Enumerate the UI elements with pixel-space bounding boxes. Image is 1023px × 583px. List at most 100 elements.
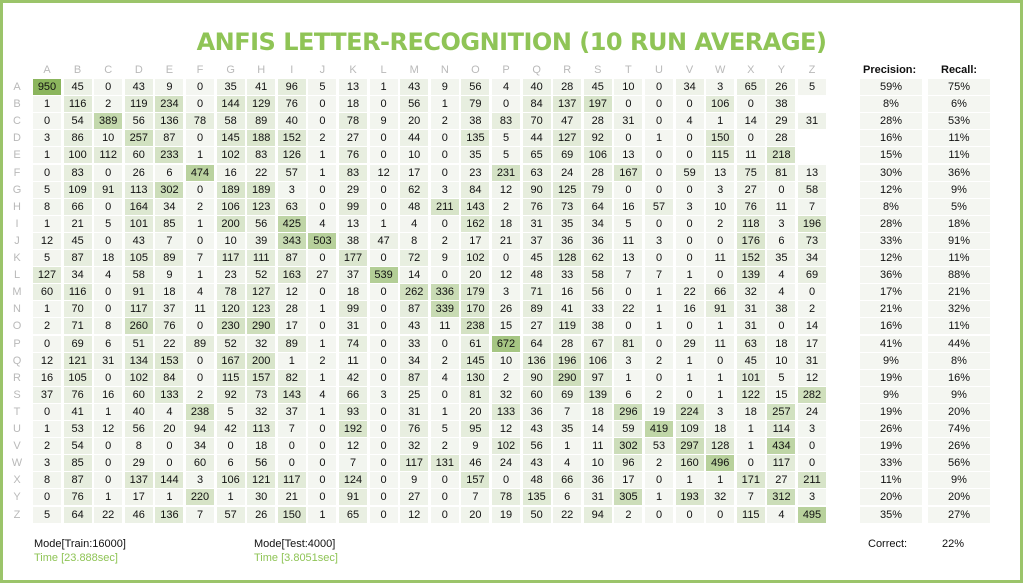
matrix-cell: 0: [33, 489, 61, 506]
matrix-cell: 106: [216, 198, 245, 215]
matrix-cell: 0: [94, 232, 123, 249]
matrix-cell: 143: [277, 386, 306, 403]
matrix-cell: 31: [614, 113, 643, 130]
matrix-cell: 74: [339, 335, 367, 352]
matrix-cell: 22: [155, 335, 184, 352]
precision-value: 16%: [860, 130, 922, 147]
matrix-cell: 27: [308, 267, 337, 284]
recall-value: 5%: [928, 198, 990, 215]
recall-value: 6%: [928, 96, 990, 113]
matrix-cell: 45: [63, 79, 92, 95]
matrix-cell: 33: [400, 335, 429, 352]
precision-value: 41%: [860, 335, 922, 352]
matrix-cell: 43: [124, 232, 153, 249]
matrix-cell: 89: [522, 301, 551, 318]
matrix-cell: 9: [430, 79, 459, 95]
matrix-cell: 305: [614, 489, 643, 506]
matrix-cell: 128: [553, 250, 582, 266]
matrix-cell: 12: [94, 421, 123, 437]
matrix-cell: 1: [216, 489, 245, 506]
matrix-cell: 31: [736, 318, 765, 335]
matrix-cell: 28: [583, 164, 612, 181]
matrix-cell: 0: [736, 130, 765, 147]
matrix-cell: 136: [155, 506, 184, 523]
matrix-cell: 87: [63, 250, 92, 266]
matrix-cell: 312: [767, 489, 796, 506]
matrix-cell: 0: [308, 421, 337, 437]
recall-value: 20%: [928, 403, 990, 420]
recall-value: 44%: [928, 335, 990, 352]
matrix-cell: 2: [308, 352, 337, 369]
matrix-cell: 46: [461, 455, 490, 472]
matrix-cell: 87: [400, 301, 429, 318]
row-header-o: O: [12, 320, 22, 333]
matrix-cell: 2: [94, 96, 123, 113]
matrix-cell: 0: [645, 181, 673, 198]
matrix-cell: 24: [492, 455, 520, 472]
matrix-cell: 0: [430, 335, 459, 352]
matrix-cell: 1: [645, 489, 673, 506]
matrix-cell: 28: [583, 113, 612, 130]
matrix-cell: 2: [33, 438, 61, 455]
matrix-cell: 0: [186, 79, 214, 95]
recall-value: 11%: [928, 130, 990, 147]
matrix-cell: 0: [369, 284, 398, 301]
matrix-cell: 1: [277, 352, 306, 369]
matrix-cell: 114: [767, 421, 796, 437]
matrix-cell: 5: [308, 79, 337, 95]
matrix-cell: 0: [369, 181, 398, 198]
matrix-cell: 127: [247, 284, 276, 301]
matrix-cell: 111: [247, 250, 276, 266]
matrix-cell: 48: [522, 472, 551, 489]
matrix-cell: 29: [767, 113, 796, 130]
matrix-cell: 60: [522, 386, 551, 403]
matrix-cell: 0: [186, 232, 214, 249]
matrix-cell: 35: [553, 215, 582, 232]
matrix-cell: 160: [675, 455, 704, 472]
matrix-cell: 196: [798, 215, 826, 232]
matrix-cell: 197: [583, 96, 612, 113]
matrix-cell: 137: [124, 472, 153, 489]
matrix-cell: 66: [339, 386, 367, 403]
matrix-cell: 60: [124, 386, 153, 403]
matrix-cell: 1: [308, 147, 337, 164]
matrix-cell: 0: [645, 472, 673, 489]
matrix-cell: 238: [186, 403, 214, 420]
matrix-cell: 0: [369, 318, 398, 335]
precision-value: 36%: [860, 267, 922, 284]
matrix-cell: 43: [522, 455, 551, 472]
matrix-cell: 65: [522, 147, 551, 164]
matrix-cell: 57: [277, 164, 306, 181]
matrix-cell: 152: [736, 250, 765, 266]
matrix-cell: 503: [308, 232, 337, 249]
matrix-cell: 2: [706, 215, 735, 232]
matrix-cell: 157: [247, 369, 276, 386]
matrix-cell: 2: [430, 232, 459, 249]
matrix-cell: 1: [645, 301, 673, 318]
matrix-cell: 167: [614, 164, 643, 181]
row-header-y: Y: [13, 491, 21, 504]
matrix-cell: 109: [63, 181, 92, 198]
matrix-cell: 192: [339, 421, 367, 437]
column-header-s: S: [594, 64, 602, 76]
recall-value: 11%: [928, 318, 990, 335]
matrix-cell: 139: [583, 386, 612, 403]
matrix-cell: 14: [583, 421, 612, 437]
matrix-cell: 18: [94, 250, 123, 266]
matrix-cell: 32: [706, 489, 735, 506]
matrix-cell: 296: [614, 403, 643, 420]
matrix-cell: 116: [63, 96, 92, 113]
matrix-cell: 20: [155, 421, 184, 437]
matrix-cell: 7: [798, 198, 826, 215]
matrix-cell: 193: [675, 489, 704, 506]
matrix-cell: 238: [461, 318, 490, 335]
matrix-cell: 1: [33, 421, 61, 437]
matrix-cell: 0: [369, 421, 398, 437]
matrix-cell: 22: [614, 301, 643, 318]
matrix-cell: 48: [522, 267, 551, 284]
matrix-cell: 1: [308, 301, 337, 318]
matrix-cell: 0: [614, 318, 643, 335]
matrix-cell: 25: [400, 386, 429, 403]
matrix-cell: 1: [645, 318, 673, 335]
matrix-cell: 2: [186, 198, 214, 215]
